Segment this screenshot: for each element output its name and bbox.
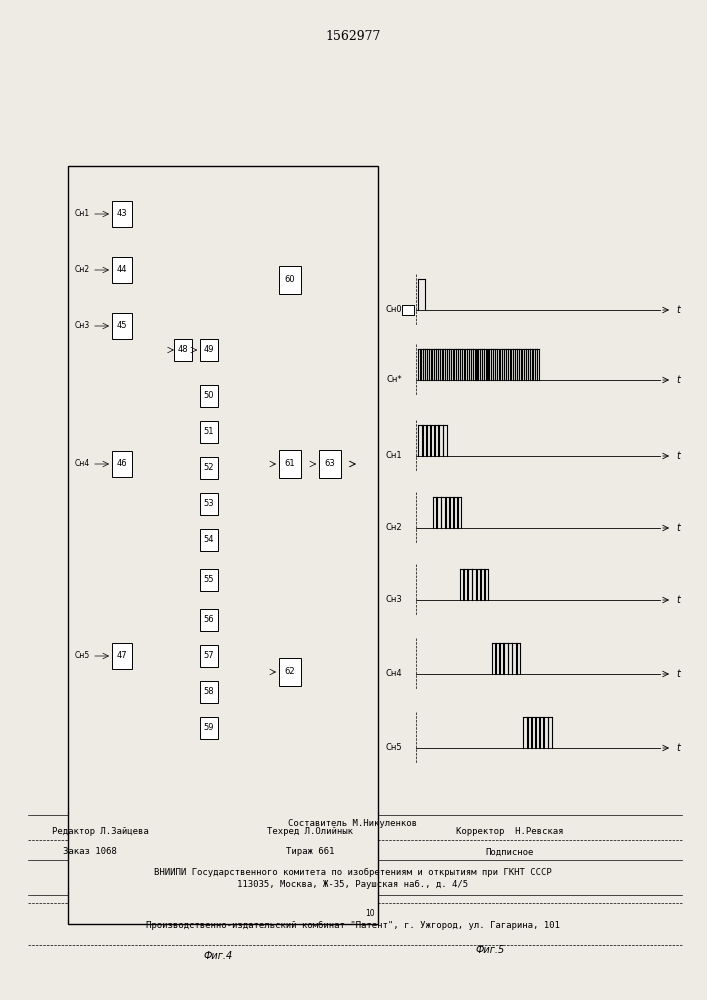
Text: 55: 55 [204,576,214,584]
Text: t: t [676,375,680,385]
Text: Корректор  Н.Ревская: Корректор Н.Ревская [456,828,563,836]
Text: Сн4: Сн4 [386,670,402,678]
Text: t: t [676,451,680,461]
Text: 48: 48 [177,346,188,355]
Text: t: t [676,595,680,605]
Bar [112,451,132,477]
Text: Сн3: Сн3 [74,322,90,330]
Text: 56: 56 [204,615,214,624]
Text: 63: 63 [325,460,335,468]
Text: 50: 50 [204,391,214,400]
Text: 60: 60 [285,275,296,284]
Text: Сн1: Сн1 [386,452,402,460]
Text: Сн4: Сн4 [74,460,90,468]
Bar [319,450,341,478]
Bar [112,313,132,339]
Bar [200,609,218,631]
Text: Сн2: Сн2 [386,524,402,532]
Text: t: t [676,669,680,679]
Text: t: t [676,743,680,753]
Text: 43: 43 [117,210,127,219]
Text: 57: 57 [204,652,214,660]
Bar [200,529,218,551]
Text: 113035, Москва, Ж-35, Раушская наб., д. 4/5: 113035, Москва, Ж-35, Раушская наб., д. … [238,879,469,889]
Bar [200,457,218,479]
Text: Техред Л.Олийнык: Техред Л.Олийнык [267,828,353,836]
Text: Сн0: Сн0 [386,306,402,314]
Text: 59: 59 [204,724,214,732]
Text: Сн3: Сн3 [385,595,402,604]
Text: 47: 47 [117,652,127,660]
Bar [200,339,218,361]
Bar [68,166,378,924]
Bar [112,257,132,283]
Text: 1562977: 1562977 [325,29,380,42]
Bar [200,645,218,667]
Text: 46: 46 [117,460,127,468]
Bar [200,717,218,739]
Bar [279,658,301,686]
Bar [200,681,218,703]
Bar [402,305,414,315]
Text: Производственно-издательский комбинат "Патент", г. Ужгород, ул. Гагарина, 101: Производственно-издательский комбинат "П… [146,920,560,930]
Text: 52: 52 [204,464,214,473]
Text: 53: 53 [204,499,214,508]
Text: 51: 51 [204,428,214,436]
Text: t: t [676,305,680,315]
Text: Составитель М.Никуленков: Составитель М.Никуленков [288,818,418,828]
Text: Фиг.5: Фиг.5 [475,945,505,955]
Text: Сн1: Сн1 [74,210,90,219]
Text: Заказ 1068: Заказ 1068 [63,848,117,856]
Bar [200,421,218,443]
Text: Редактор Л.Зайцева: Редактор Л.Зайцева [52,828,148,836]
Text: 10: 10 [366,910,375,918]
Text: 44: 44 [117,265,127,274]
Text: 61: 61 [285,460,296,468]
Bar [279,266,301,294]
Bar [279,450,301,478]
Text: ВНИИПИ Государственного комитета по изобретениям и открытиям при ГКНТ СССР: ВНИИПИ Государственного комитета по изоб… [154,867,552,877]
Text: Фиг.4: Фиг.4 [204,951,233,961]
Bar [112,643,132,669]
Bar [200,385,218,407]
Text: 62: 62 [285,668,296,676]
Text: Сн2: Сн2 [74,265,90,274]
Text: Сн*: Сн* [386,375,402,384]
Text: Тираж 661: Тираж 661 [286,848,334,856]
Text: 49: 49 [204,346,214,355]
Bar [174,339,192,361]
Text: Подписное: Подписное [486,848,534,856]
Bar [200,569,218,591]
Bar [112,201,132,227]
Text: 45: 45 [117,322,127,330]
Text: 54: 54 [204,536,214,544]
Text: t: t [676,523,680,533]
Text: 58: 58 [204,688,214,696]
Text: Сн5: Сн5 [386,744,402,752]
Text: Сн5: Сн5 [74,652,90,660]
Bar [200,493,218,515]
